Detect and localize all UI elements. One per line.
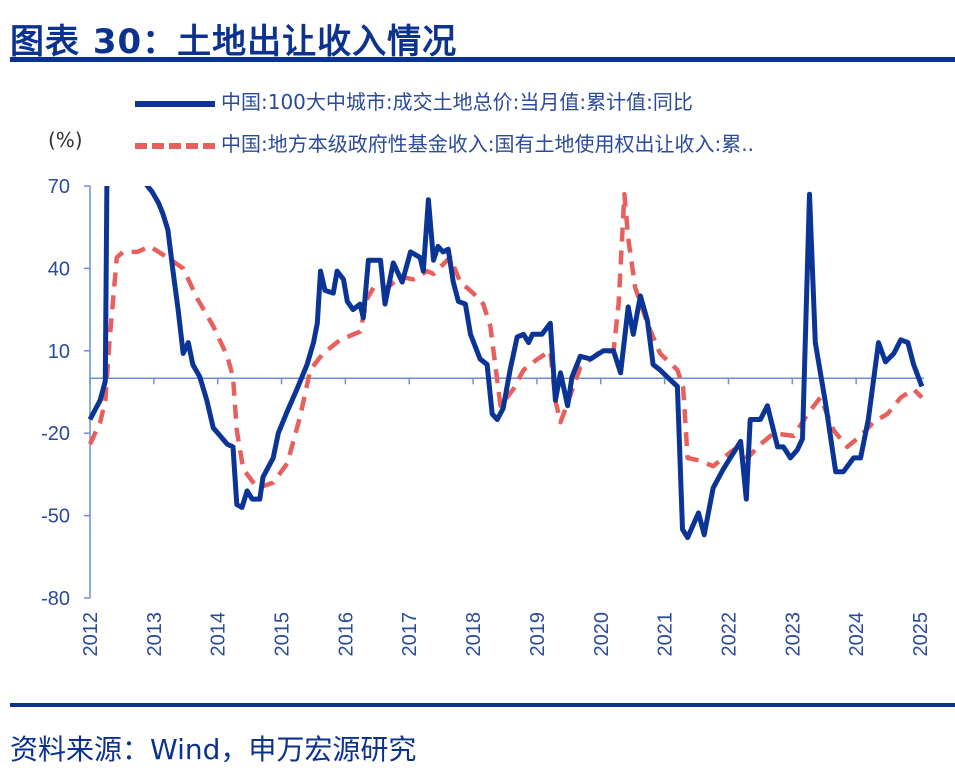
footer-divider: [10, 703, 955, 707]
x-tick-label: 2022: [718, 612, 740, 657]
source-note: 资料来源：Wind，申万宏源研究: [10, 733, 417, 766]
x-tick-label: 2018: [463, 612, 485, 657]
y-axis-unit: (%): [48, 128, 83, 152]
x-tick-label: 2025: [910, 612, 932, 657]
series-line-land-transfer-revenue: [87, 191, 924, 491]
y-tick-label: 70: [48, 176, 70, 198]
x-tick-label: 2021: [655, 612, 677, 657]
legend-swatch-dashed: [135, 142, 215, 149]
x-tick-label: 2016: [335, 612, 357, 657]
legend-swatch-solid: [135, 100, 215, 107]
figure-title: 图表 30：土地出让收入情况: [10, 22, 458, 62]
line-chart: 70 40 10 -20 -50 -80 2012 2013 2014 2015 2016 2017 2…: [41, 176, 932, 657]
x-tick-label: 2017: [399, 612, 421, 657]
y-tick-label: -80: [41, 588, 70, 610]
legend-item-1: 中国:100大中城市:成交土地总价:当月值:累计值:同比: [135, 86, 693, 115]
title-divider: [10, 57, 955, 62]
x-tick-label: 2013: [144, 612, 166, 657]
x-tick-label: 2015: [272, 612, 294, 657]
x-tick-label: 2019: [527, 612, 549, 657]
x-tick-label: 2024: [846, 612, 868, 657]
y-tick-label: -50: [41, 506, 70, 528]
legend-item-2: 中国:地方本级政府性基金收入:国有土地使用权出让收入:累..: [135, 128, 754, 157]
y-tick-label: -20: [41, 423, 70, 445]
series-line-land-transaction-value: [87, 186, 925, 541]
legend-label-1: 中国:100大中城市:成交土地总价:当月值:累计值:同比: [221, 90, 693, 114]
x-tick-label: 2014: [208, 612, 230, 657]
x-tick-label: 2020: [591, 612, 613, 657]
legend-label-2: 中国:地方本级政府性基金收入:国有土地使用权出让收入:累..: [221, 132, 754, 156]
x-tick-label: 2012: [80, 612, 102, 657]
x-tick-label: 2023: [782, 612, 804, 657]
y-tick-label: 10: [48, 341, 70, 363]
y-tick-label: 40: [48, 258, 70, 280]
